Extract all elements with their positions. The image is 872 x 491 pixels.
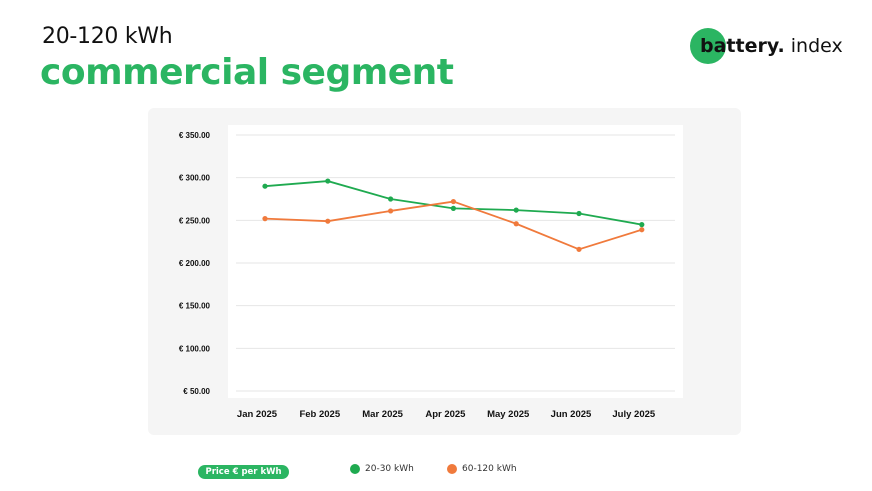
x-tick-label: May 2025 bbox=[487, 409, 530, 420]
legend-dot-icon bbox=[350, 464, 360, 474]
x-tick-label: Jun 2025 bbox=[551, 409, 592, 420]
y-tick-label: € 250.00 bbox=[179, 216, 211, 225]
logo-light: index bbox=[790, 35, 843, 57]
logo-bold: battery. bbox=[700, 35, 785, 57]
plot-area bbox=[228, 125, 683, 398]
data-point bbox=[576, 246, 582, 252]
data-point bbox=[450, 198, 456, 205]
logo: battery. index bbox=[690, 28, 843, 64]
data-point bbox=[450, 205, 456, 211]
subtitle: 20-120 kWh bbox=[42, 24, 173, 49]
legend-title: Price € per kWh bbox=[198, 465, 289, 479]
legend-label: 20-30 kWh bbox=[365, 464, 414, 474]
y-tick-label: € 50.00 bbox=[183, 387, 210, 396]
data-point bbox=[325, 178, 331, 184]
y-tick-label: € 300.00 bbox=[179, 174, 211, 183]
x-tick-label: July 2025 bbox=[612, 409, 655, 420]
y-tick-label: € 100.00 bbox=[179, 344, 211, 353]
data-point bbox=[639, 222, 645, 228]
logo-circle-icon bbox=[690, 28, 726, 64]
data-point bbox=[576, 210, 582, 217]
legend-dot-icon bbox=[447, 464, 457, 474]
y-tick-label: € 150.00 bbox=[179, 302, 211, 311]
x-tick-label: Apr 2025 bbox=[425, 409, 466, 420]
legend-label: 60-120 kWh bbox=[462, 464, 517, 474]
data-point bbox=[513, 207, 519, 213]
legend-item-1: 60-120 kWh bbox=[447, 464, 517, 474]
data-point bbox=[325, 218, 331, 224]
data-point bbox=[262, 183, 268, 189]
data-point bbox=[388, 196, 394, 202]
data-point bbox=[639, 227, 645, 233]
y-tick-label: € 350.00 bbox=[179, 131, 211, 140]
page-title: commercial segment bbox=[40, 52, 454, 93]
x-tick-label: Feb 2025 bbox=[299, 409, 340, 420]
data-point bbox=[388, 208, 394, 214]
legend-item-0: 20-30 kWh bbox=[350, 464, 414, 474]
y-tick-label: € 200.00 bbox=[179, 259, 211, 268]
x-tick-label: Mar 2025 bbox=[362, 409, 403, 420]
data-point bbox=[262, 216, 268, 222]
x-tick-label: Jan 2025 bbox=[237, 409, 278, 420]
data-point bbox=[513, 221, 519, 227]
